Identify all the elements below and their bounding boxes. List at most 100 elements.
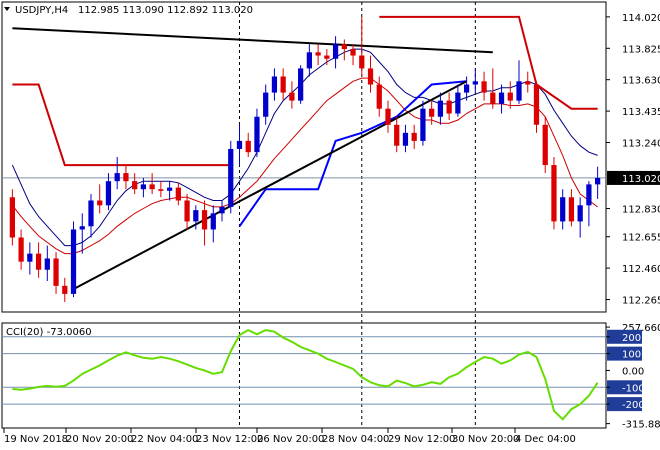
candle-body xyxy=(289,92,295,101)
candle xyxy=(289,81,295,109)
candle-body xyxy=(577,205,583,222)
candle-body xyxy=(140,184,147,190)
candle xyxy=(18,229,24,270)
price-tick-label: 114.020 xyxy=(622,13,660,24)
candle xyxy=(53,252,59,294)
candle xyxy=(446,92,452,120)
candle-body xyxy=(490,92,496,104)
time-tick-label: 22 Nov 04:00 xyxy=(131,434,198,445)
candle-body xyxy=(359,55,365,69)
candle xyxy=(324,49,330,66)
candle xyxy=(9,189,15,246)
candle-body xyxy=(446,100,452,114)
candle-body xyxy=(298,68,304,101)
candle xyxy=(166,181,173,201)
cci-label: CCI(20) -73.0060 xyxy=(6,327,92,338)
candle-body xyxy=(315,52,321,56)
candle-body xyxy=(472,81,478,85)
candle xyxy=(437,92,444,125)
candle xyxy=(560,189,566,230)
candle-body xyxy=(542,124,548,166)
cci-tick-label: 257.6604 xyxy=(622,323,660,334)
candle-body xyxy=(158,189,164,191)
candle-body xyxy=(332,44,339,59)
symbol-label: USDJPY,H4 xyxy=(15,5,68,16)
candle xyxy=(516,60,522,104)
candle xyxy=(385,100,391,133)
candle xyxy=(568,189,575,227)
cci-level-badge xyxy=(607,380,642,395)
candle-body xyxy=(105,181,112,206)
candle-body xyxy=(306,52,312,69)
candle xyxy=(577,197,583,238)
candle xyxy=(551,157,557,230)
upper-trendline xyxy=(12,27,493,54)
candle xyxy=(132,173,138,195)
candle xyxy=(533,81,540,133)
candle xyxy=(402,124,409,153)
candle xyxy=(376,76,382,117)
candle xyxy=(332,36,339,69)
cci-tick-label: 200 xyxy=(622,333,641,344)
candles xyxy=(9,16,601,302)
candle xyxy=(254,108,260,157)
candle-body xyxy=(280,76,286,93)
candle-body xyxy=(463,84,470,93)
candle xyxy=(525,71,531,93)
candle-body xyxy=(341,44,347,50)
candle-body xyxy=(79,226,85,230)
time-tick-label: 29 Nov 12:00 xyxy=(388,434,455,445)
candle-body xyxy=(271,76,278,93)
time-tick-label: 23 Nov 12:00 xyxy=(196,434,263,445)
candle-body xyxy=(70,229,77,294)
candle-body xyxy=(507,92,513,101)
candle xyxy=(498,84,505,114)
candle-body xyxy=(53,258,59,286)
candle xyxy=(35,242,42,278)
candle-body xyxy=(455,92,461,114)
candle xyxy=(595,166,601,199)
candle xyxy=(158,181,164,198)
candle-body xyxy=(551,165,557,222)
candle-body xyxy=(219,206,225,214)
candle-body xyxy=(394,124,400,146)
cci-tick-label: -100 xyxy=(622,383,645,394)
candle-body xyxy=(236,140,243,149)
symbol-header: USDJPY,H4 112.985 113.090 112.892 113.02… xyxy=(4,5,253,16)
candle-body xyxy=(201,210,208,230)
lower-stop-line xyxy=(238,80,467,227)
candle-body xyxy=(533,84,540,125)
cci-tick-label: 0.00 xyxy=(622,366,644,377)
candle-body xyxy=(228,148,234,207)
candle-body xyxy=(385,108,391,125)
candle xyxy=(394,116,400,153)
candle xyxy=(341,39,347,61)
main-indicator-lines xyxy=(11,15,598,290)
candle xyxy=(105,173,112,211)
candle xyxy=(114,157,120,190)
candle-body xyxy=(376,84,382,109)
candle xyxy=(219,200,225,222)
slow-moving-average-line xyxy=(12,77,598,255)
candle-body xyxy=(97,200,103,206)
candle-body xyxy=(245,140,251,153)
candle xyxy=(298,65,304,104)
candle xyxy=(140,177,147,198)
candle-body xyxy=(402,132,409,146)
time-tick-label: 26 Nov 20:00 xyxy=(257,434,324,445)
time-tick-label: 20 Nov 20:00 xyxy=(66,434,133,445)
price-axis: 114.020 113.825 113.630 113.435 113.240 112.8… xyxy=(606,13,660,307)
candle-body xyxy=(420,108,426,141)
candle xyxy=(236,124,243,166)
dropdown-triangle-icon[interactable] xyxy=(4,7,10,11)
candle-body xyxy=(184,200,190,222)
price-tick-label: 113.240 xyxy=(622,139,660,150)
candle xyxy=(306,44,312,77)
price-tick-label: 113.435 xyxy=(622,107,660,118)
candle xyxy=(88,194,94,238)
candle-body xyxy=(149,184,155,190)
cci-tick-label: -200 xyxy=(622,400,645,411)
candle-body xyxy=(586,184,592,206)
candle xyxy=(507,81,513,109)
